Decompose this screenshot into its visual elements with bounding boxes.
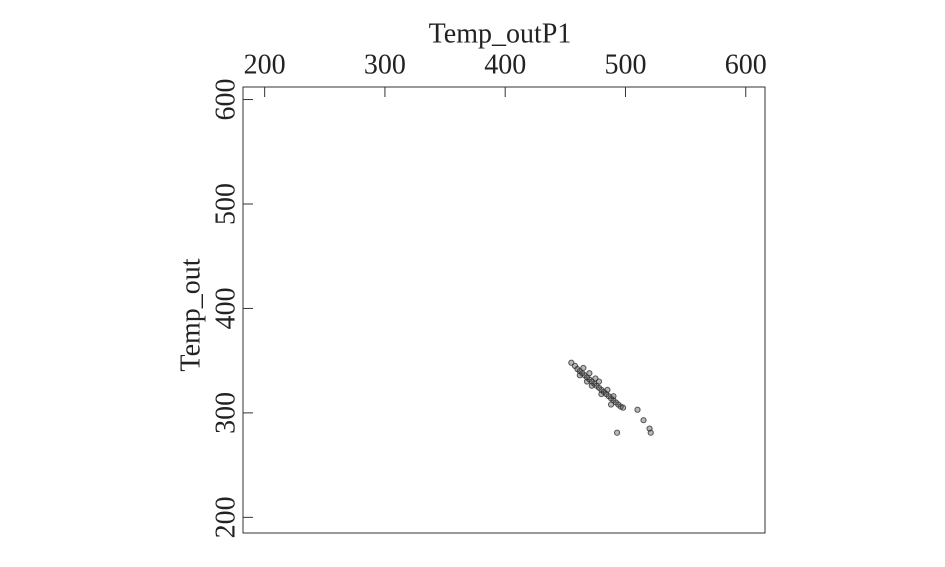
point bbox=[607, 401, 615, 408]
point bbox=[586, 370, 593, 377]
x-tick-label: 200 bbox=[244, 49, 286, 80]
y-tick-label: 500 bbox=[210, 183, 241, 225]
point bbox=[595, 378, 603, 385]
point bbox=[619, 404, 627, 411]
point bbox=[598, 390, 605, 398]
point bbox=[604, 386, 611, 394]
point bbox=[610, 393, 617, 400]
point bbox=[580, 364, 587, 372]
y-tick-label: 200 bbox=[210, 496, 241, 538]
x-tick-label: 400 bbox=[484, 49, 526, 80]
point bbox=[576, 372, 583, 379]
point bbox=[647, 429, 654, 436]
y-tick-label: 400 bbox=[210, 287, 241, 329]
x-tick-label: 300 bbox=[364, 49, 406, 80]
y-axis-label: Temp_out bbox=[175, 258, 206, 371]
point bbox=[583, 378, 591, 385]
point bbox=[634, 406, 641, 413]
point bbox=[588, 382, 595, 389]
point bbox=[640, 417, 647, 424]
point bbox=[613, 429, 621, 436]
x-tick-label: 600 bbox=[725, 49, 767, 80]
plot-frame bbox=[242, 86, 766, 534]
y-tick-label: 600 bbox=[210, 79, 241, 121]
x-axis-label: Temp_outP1 bbox=[429, 18, 572, 49]
y-tick-label: 300 bbox=[210, 392, 241, 434]
x-tick-label: 500 bbox=[604, 49, 646, 80]
